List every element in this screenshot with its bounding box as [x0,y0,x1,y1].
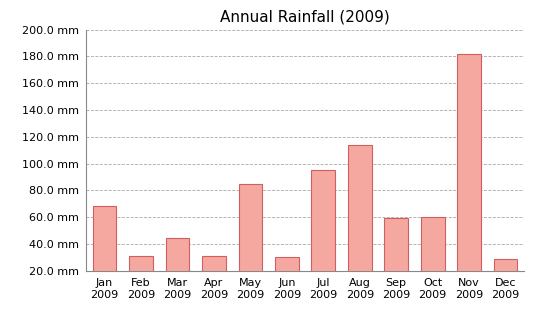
Bar [384,218,408,297]
Bar [129,256,153,297]
Bar [239,183,262,297]
Bar [312,170,335,297]
Bar [494,259,517,297]
Bar [457,54,481,297]
Bar [421,217,444,297]
Bar [348,145,372,297]
Bar [166,239,190,297]
Bar [275,257,299,297]
Title: Annual Rainfall (2009): Annual Rainfall (2009) [220,9,390,24]
Bar [202,256,226,297]
Bar [93,206,117,297]
